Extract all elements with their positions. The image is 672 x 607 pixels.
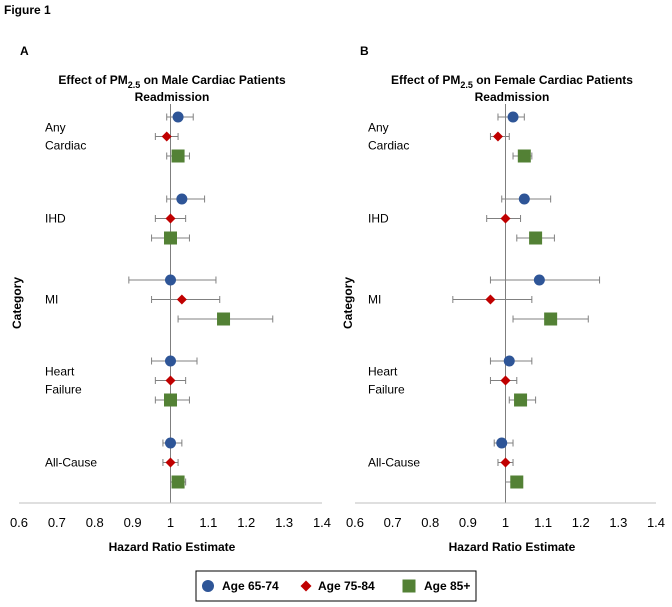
category-label: Cardiac <box>368 139 409 153</box>
chart-title: Effect of PM2.5 on Female Cardiac Patien… <box>391 73 633 90</box>
category-label: Any <box>45 121 66 135</box>
point-age-85-plus <box>517 149 531 163</box>
category-label: Failure <box>368 383 405 397</box>
point-age-65-74 <box>503 355 515 367</box>
x-tick-label: 1.3 <box>609 515 627 530</box>
point-age-75-84 <box>161 131 172 142</box>
category-label: All-Cause <box>45 456 97 470</box>
point-age-65-74 <box>507 111 519 123</box>
x-tick-label: 0.7 <box>384 515 402 530</box>
x-tick-label: 1.4 <box>647 515 665 530</box>
point-age-75-84 <box>176 294 187 305</box>
legend: Age 65-74 Age 75-84 Age 85+ <box>195 570 477 602</box>
category-label: IHD <box>45 212 66 226</box>
category-label: Cardiac <box>45 139 86 153</box>
legend-label: Age 75-84 <box>318 579 375 593</box>
category-label: Heart <box>368 365 398 379</box>
chart-title: Effect of PM2.5 on Male Cardiac Patients <box>58 73 286 90</box>
point-age-85-plus <box>514 393 528 407</box>
legend-marker-age-75-84 <box>300 580 312 592</box>
x-tick-label: 1 <box>167 515 174 530</box>
point-age-65-74 <box>176 193 188 205</box>
legend-marker-age-65-74 <box>202 580 214 592</box>
x-tick-label: 0.6 <box>10 515 28 530</box>
point-age-85-plus <box>544 312 558 326</box>
point-age-85-plus <box>164 231 177 245</box>
category-label: All-Cause <box>368 456 420 470</box>
chart-title-line2: Readmission <box>135 90 210 104</box>
x-tick-label: 0.6 <box>346 515 364 530</box>
x-tick-label: 0.8 <box>86 515 104 530</box>
point-age-85-plus <box>171 149 185 163</box>
legend-marker-age-85-plus <box>402 579 416 593</box>
panel-letter: A <box>20 44 29 58</box>
x-axis-label: Hazard Ratio Estimate <box>109 540 236 554</box>
x-tick-label: 1.2 <box>572 515 590 530</box>
category-label: Any <box>368 121 389 135</box>
x-tick-label: 1.3 <box>275 515 293 530</box>
x-tick-label: 1.1 <box>534 515 552 530</box>
point-age-75-84 <box>500 213 511 224</box>
x-axis-label: Hazard Ratio Estimate <box>449 540 576 554</box>
category-label: IHD <box>368 212 389 226</box>
figure-title: Figure 1 <box>4 3 51 17</box>
legend-box <box>195 570 477 602</box>
category-label: MI <box>368 293 381 307</box>
y-axis-label: Category <box>341 277 355 329</box>
point-age-65-74 <box>165 437 176 449</box>
point-age-85-plus <box>529 231 543 245</box>
x-tick-label: 0.9 <box>459 515 477 530</box>
point-age-65-74 <box>172 111 184 123</box>
legend-label: Age 65-74 <box>222 579 279 593</box>
panel-B: B Effect of PM2.5 on Female Cardiac Patie… <box>341 44 665 554</box>
x-tick-label: 1.1 <box>199 515 217 530</box>
x-tick-label: 0.8 <box>421 515 439 530</box>
point-age-65-74 <box>165 355 176 367</box>
category-label: MI <box>45 293 58 307</box>
point-age-75-84 <box>485 294 496 305</box>
x-tick-label: 1.2 <box>237 515 255 530</box>
point-age-85-plus <box>510 475 524 489</box>
x-tick-label: 1 <box>502 515 509 530</box>
point-age-65-74 <box>518 193 530 205</box>
panel-A: A Effect of PM2.5 on Male Cardiac Patient… <box>10 44 331 554</box>
point-age-75-84 <box>165 457 176 468</box>
panels: A Effect of PM2.5 on Male Cardiac Patient… <box>10 44 665 554</box>
point-age-85-plus <box>171 475 185 489</box>
point-age-65-74 <box>533 274 545 286</box>
point-age-85-plus <box>164 393 177 407</box>
point-age-75-84 <box>492 131 503 142</box>
point-age-75-84 <box>500 457 511 468</box>
x-tick-label: 0.9 <box>124 515 142 530</box>
point-age-65-74 <box>496 437 508 449</box>
point-age-85-plus <box>217 312 231 326</box>
x-tick-label: 0.7 <box>48 515 66 530</box>
x-tick-label: 1.4 <box>313 515 331 530</box>
chart-title-line2: Readmission <box>475 90 550 104</box>
panel-letter: B <box>360 44 369 58</box>
point-age-75-84 <box>165 213 176 224</box>
point-age-65-74 <box>165 274 176 286</box>
point-age-75-84 <box>165 375 176 386</box>
y-axis-label: Category <box>10 277 24 329</box>
point-age-75-84 <box>500 375 511 386</box>
legend-label: Age 85+ <box>424 579 470 593</box>
category-label: Heart <box>45 365 75 379</box>
category-label: Failure <box>45 383 82 397</box>
